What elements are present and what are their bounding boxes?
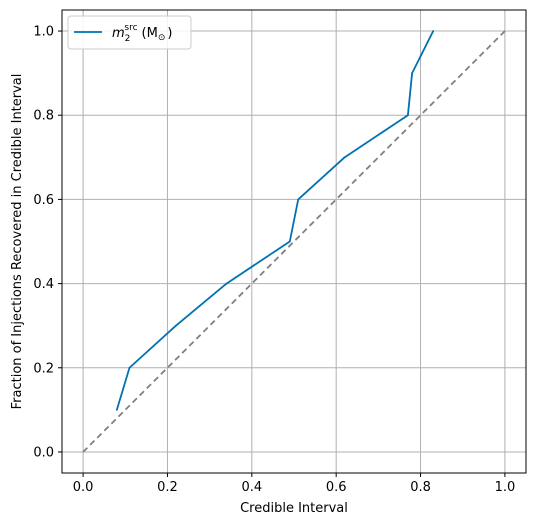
data-point bbox=[174, 324, 177, 327]
data-point bbox=[297, 198, 300, 201]
series-line-0 bbox=[115, 30, 435, 411]
data-point bbox=[411, 72, 414, 75]
x-axis-label: Credible Interval bbox=[240, 501, 348, 516]
legend-subscript: 2 bbox=[125, 34, 131, 44]
ticks: 0.0 0.2 0.4 0.6 0.8 1.0 0.0 0.2 0.4 0.6 0.8 1.0 bbox=[33, 25, 515, 495]
x-tick-label: 1.0 bbox=[495, 480, 516, 495]
data-point bbox=[115, 408, 118, 411]
data-point bbox=[288, 240, 291, 243]
legend-label: m2src (M⊙) bbox=[112, 23, 172, 44]
legend-unit: (M bbox=[142, 26, 158, 41]
legend-unit-subscript: ⊙ bbox=[158, 33, 166, 43]
x-tick-label: 0.4 bbox=[241, 480, 262, 495]
data-point bbox=[432, 30, 435, 32]
data-point bbox=[225, 282, 228, 285]
y-axis-label: Fraction of Injections Recovered in Cred… bbox=[10, 74, 25, 410]
data-layer bbox=[82, 30, 506, 453]
legend-close-paren: ) bbox=[167, 26, 172, 41]
x-tick-label: 0.2 bbox=[157, 480, 178, 495]
x-tick-label: 0.0 bbox=[73, 480, 94, 495]
data-point bbox=[343, 156, 346, 159]
data-point bbox=[128, 366, 131, 369]
legend-superscript: src bbox=[124, 23, 137, 33]
data-point bbox=[406, 114, 409, 117]
y-tick-label: 0.4 bbox=[33, 277, 54, 292]
reference-diagonal-line bbox=[82, 30, 506, 453]
x-tick-label: 0.8 bbox=[410, 480, 431, 495]
y-tick-label: 1.0 bbox=[33, 25, 54, 40]
y-tick-label: 0.8 bbox=[33, 109, 54, 124]
legend-var: m bbox=[112, 26, 125, 41]
legend-box bbox=[67, 15, 192, 50]
legend: m2src (M⊙) bbox=[67, 15, 192, 50]
grid bbox=[62, 10, 526, 473]
y-tick-label: 0.6 bbox=[33, 193, 54, 208]
y-tick-label: 0.2 bbox=[33, 361, 54, 376]
plot-frame bbox=[61, 9, 527, 474]
x-tick-label: 0.6 bbox=[326, 480, 347, 495]
y-tick-label: 0.0 bbox=[33, 445, 54, 460]
